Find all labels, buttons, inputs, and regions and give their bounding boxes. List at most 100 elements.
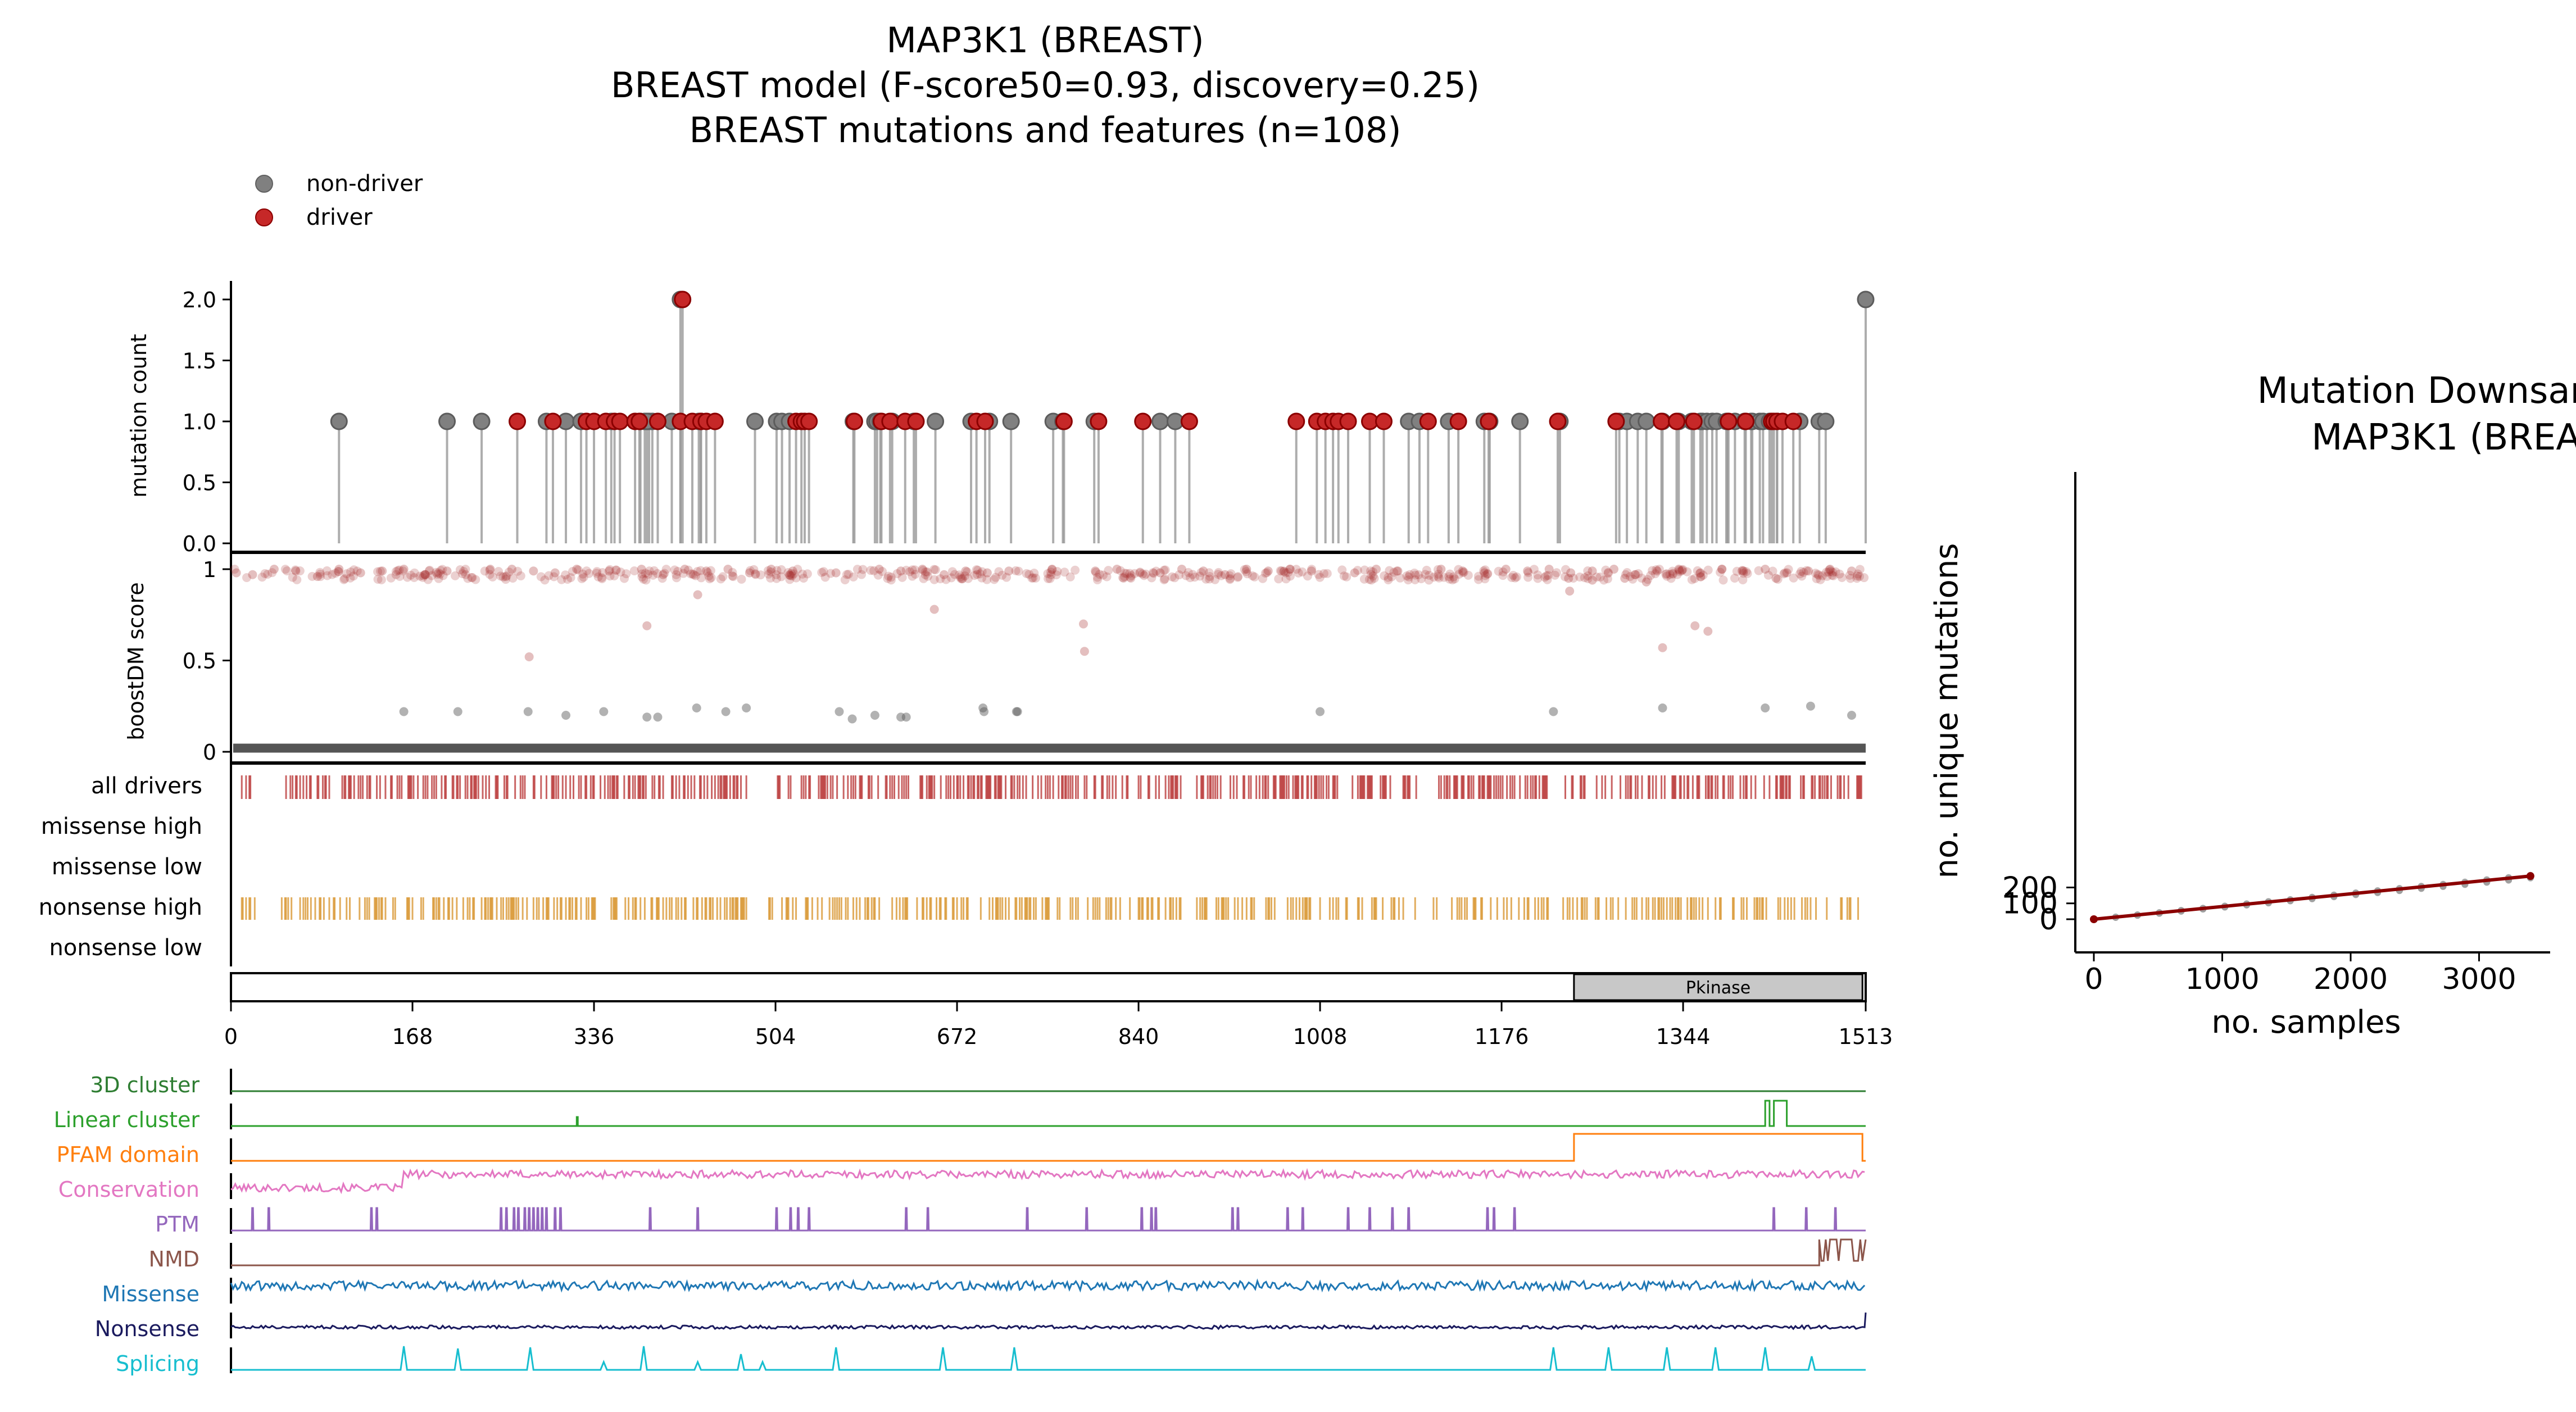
score-point-driver — [1754, 566, 1763, 575]
score-point-driver — [918, 565, 927, 574]
score-point-driver — [1677, 566, 1686, 575]
score-panel: boostDM score 00.51 — [124, 552, 1869, 765]
score-point-driver — [1159, 575, 1169, 584]
score-point-driver — [1274, 574, 1284, 584]
score-point-driver — [1367, 575, 1376, 585]
score-point-driver — [1628, 574, 1638, 584]
score-point-driver — [1652, 565, 1661, 574]
score-point-driver — [1436, 565, 1446, 574]
score-point-driver — [1303, 571, 1312, 581]
score-point-driver — [1204, 568, 1214, 578]
feature-track-label: PTM — [155, 1212, 199, 1237]
score-point-driver — [843, 570, 853, 579]
score-point-driver — [1147, 573, 1157, 583]
feature-track-line — [231, 1133, 1866, 1162]
score-point-driver — [764, 569, 773, 579]
score-point-driver — [972, 570, 982, 579]
score-point-driver — [1210, 575, 1220, 584]
score-point-driver — [579, 573, 588, 582]
score-point-driver — [1201, 574, 1211, 584]
score-point-driver — [958, 574, 967, 584]
score-point-driver — [1625, 571, 1635, 581]
score-point-driver — [1404, 572, 1414, 582]
score-point-driver — [1763, 570, 1773, 580]
score-point-driver — [706, 566, 715, 575]
track-label-nonsense-high: nonsense high — [39, 895, 202, 920]
lollipop-head-driver — [509, 412, 527, 430]
score-point-driver — [1575, 573, 1585, 582]
score-point-driver — [680, 565, 690, 574]
downsampling-title: Mutation Downsampling — [2257, 370, 2576, 412]
score-point-driver — [561, 570, 570, 580]
score-ylabel: boostDM score — [124, 582, 148, 741]
downsampling-xtick-label: 3000 — [2442, 962, 2516, 996]
score-point-driver — [1459, 567, 1468, 577]
score-point-driver — [1825, 565, 1835, 574]
lollipop-ylabel: mutation count — [126, 334, 151, 497]
score-point-driver — [1811, 569, 1820, 578]
score-point-driver — [745, 568, 754, 578]
score-point-driver — [1214, 567, 1223, 577]
score-point-driver — [295, 566, 305, 576]
score-point-driver — [1771, 574, 1781, 583]
score-point-driver — [728, 572, 738, 582]
score-point-driver — [592, 567, 602, 576]
score-point-driver — [1784, 565, 1793, 574]
score-point-driver — [375, 566, 385, 576]
score-point-driver — [611, 565, 621, 575]
score-point-driver — [672, 573, 681, 583]
score-point-driver — [1668, 566, 1677, 576]
score-point-driver — [1533, 570, 1543, 580]
score-point-driver — [1445, 574, 1454, 584]
score-point-driver — [1690, 621, 1700, 630]
feature-track-line — [231, 1346, 1866, 1371]
score-point-driver — [257, 573, 267, 582]
score-point-driver — [1797, 566, 1806, 576]
score-point-driver — [802, 569, 812, 579]
score-point-driver — [852, 565, 862, 574]
score-point-driver — [1046, 567, 1055, 577]
score-point-driver — [616, 567, 625, 577]
score-point-driver — [1666, 574, 1676, 583]
score-point-driver — [728, 567, 737, 577]
score-point-driver — [1307, 566, 1316, 576]
score-point-driver — [1761, 565, 1770, 574]
score-point-driver — [918, 566, 928, 575]
score-point-driver — [629, 566, 639, 575]
score-point-driver — [688, 569, 697, 579]
score-point-driver — [563, 574, 572, 584]
score-point-driver — [377, 575, 386, 584]
score-point-driver — [786, 571, 795, 580]
score-point-driver — [1279, 567, 1289, 576]
score-point-driver — [1662, 571, 1671, 581]
score-point-driver — [1698, 570, 1708, 580]
score-point-driver — [716, 574, 725, 584]
score-point-driver — [939, 570, 949, 579]
score-point-driver — [1444, 572, 1454, 582]
score-point-driver — [878, 567, 887, 576]
score-point-driver — [334, 565, 344, 574]
score-point-driver — [970, 571, 979, 580]
score-point-driver — [1566, 568, 1576, 578]
score-point-driver — [886, 573, 896, 582]
score-point-driver — [1281, 574, 1291, 584]
score-point-driver — [1643, 575, 1653, 584]
score-point-driver — [1126, 573, 1136, 583]
score-point-driver — [883, 574, 892, 583]
score-point-driver — [1315, 573, 1325, 582]
score-point-driver — [282, 566, 292, 576]
lollipop-head-driver — [1685, 412, 1703, 430]
score-point-driver — [1804, 566, 1813, 576]
score-point-driver — [323, 571, 332, 580]
score-point-driver — [704, 571, 714, 581]
score-point-driver — [751, 569, 760, 579]
score-point-driver — [1782, 568, 1792, 578]
score-point-driver — [784, 570, 794, 580]
score-point-driver — [1139, 571, 1149, 580]
lollipop-head-driver — [1055, 412, 1073, 430]
score-point-driver — [1814, 570, 1824, 580]
score-point-driver — [1277, 566, 1286, 576]
score-point-driver — [1458, 568, 1468, 578]
score-point-driver — [451, 571, 460, 580]
score-point-driver — [997, 570, 1007, 580]
